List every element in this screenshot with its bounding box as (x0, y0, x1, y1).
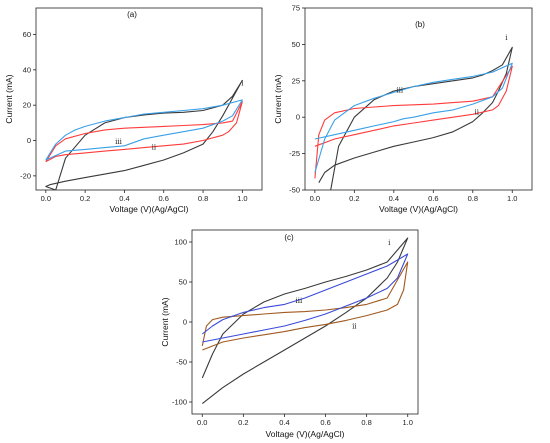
series-i-curve (201, 237, 409, 405)
curve-label: ii (474, 108, 479, 116)
y-tick-label: -50 (176, 358, 187, 367)
y-axis-title: Current (mA) (4, 74, 14, 123)
series-ii-curve (314, 65, 513, 179)
x-tick-label: 1.0 (507, 194, 517, 203)
x-tick-label: 0.8 (361, 418, 371, 427)
y-axis-title: Current (mA) (273, 74, 283, 123)
y-axis-title: Current (mA) (160, 297, 170, 346)
panel-label: (b) (415, 20, 425, 29)
y-tick-label: 60 (23, 30, 31, 39)
series-i-curve (318, 46, 513, 190)
y-tick-label: -20 (20, 171, 31, 180)
panel-label: (a) (127, 10, 137, 19)
x-tick-label: 0.0 (41, 194, 51, 203)
y-tick-label: 75 (292, 4, 300, 13)
curve-label: i (505, 34, 508, 42)
curve-label: ii (352, 322, 357, 330)
panel-label: (c) (284, 233, 294, 242)
x-tick-label: 0.4 (279, 418, 289, 427)
curve-label: iii (115, 138, 122, 146)
y-tick-label: -50 (289, 186, 300, 195)
series-i-curve (45, 79, 243, 190)
y-tick-label: -100 (172, 398, 187, 407)
curve-label: iii (295, 297, 302, 305)
y-tick-label: -25 (289, 149, 300, 158)
x-tick-label: 0.2 (349, 194, 359, 203)
series-iii-curve (314, 62, 513, 173)
x-tick-label: 0.6 (159, 194, 169, 203)
x-axis-title: Voltage (V)(Ag/AgCl) (110, 204, 189, 214)
x-tick-label: 0.8 (198, 194, 208, 203)
x-tick-label: 1.0 (237, 194, 247, 203)
series-ii-curve (201, 261, 409, 351)
panel-a: 0.0 0.2 0.4 0.6 0.8 1.0 -20 0 20 40 60 Voltage (V)(… (4, 7, 263, 214)
plot-frame (35, 7, 263, 191)
y-tick-label: 100 (174, 238, 187, 247)
x-axis-title: Voltage (V)(Ag/AgCl) (379, 204, 458, 214)
y-tick-label: 50 (179, 278, 187, 287)
x-tick-label: 0.6 (428, 194, 438, 203)
y-tick-label: 0 (183, 318, 187, 327)
y-tick-label: 0 (27, 136, 31, 145)
panel-b: 0.0 0.2 0.4 0.6 0.8 1.0 -50 -25 0 25 50 75 Voltage (… (273, 4, 533, 214)
y-tick-label: 50 (292, 40, 300, 49)
x-tick-label: 0.8 (468, 194, 478, 203)
plot-frame (304, 7, 533, 191)
y-tick-label: 20 (23, 101, 31, 110)
x-tick-label: 0.2 (238, 418, 248, 427)
curve-label: i (388, 239, 391, 247)
series-ii-curve (45, 101, 243, 163)
panel-c: 0.0 0.2 0.4 0.6 0.8 1.0 -100 -50 0 50 100 Voltage (… (160, 229, 419, 439)
curve-label: i (241, 80, 244, 88)
plot-frame (191, 229, 419, 415)
x-tick-label: 0.4 (389, 194, 399, 203)
x-tick-label: 0.2 (80, 194, 90, 203)
series-iii-curve (45, 99, 243, 161)
x-tick-label: 0.0 (310, 194, 320, 203)
x-tick-label: 0.4 (119, 194, 129, 203)
y-tick-label: 25 (292, 76, 300, 85)
curve-label: ii (152, 143, 157, 151)
curve-label: iii (396, 86, 403, 94)
series-iii-curve (201, 253, 409, 343)
y-tick-label: 0 (296, 113, 300, 122)
x-tick-label: 0.0 (197, 418, 207, 427)
x-tick-label: 1.0 (403, 418, 413, 427)
x-axis-title: Voltage (V)(Ag/AgCl) (266, 429, 345, 439)
y-tick-label: 40 (23, 65, 31, 74)
x-tick-label: 0.6 (320, 418, 330, 427)
